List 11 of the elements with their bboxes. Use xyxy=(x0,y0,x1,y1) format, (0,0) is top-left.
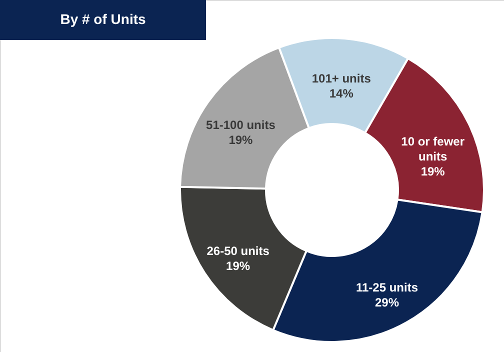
chart-title: By # of Units xyxy=(60,11,146,27)
data-label: 29% xyxy=(374,296,400,310)
slice-label: 26-50 units xyxy=(206,244,270,258)
data-label: 19% xyxy=(420,164,446,178)
slice-label: 51-100 units xyxy=(206,118,276,132)
slice-label: 11-25 units xyxy=(356,280,418,295)
data-label: 14% xyxy=(329,86,354,100)
slice-label: 101+ units xyxy=(312,71,372,86)
data-label: 19% xyxy=(226,259,250,273)
data-label: 19% xyxy=(228,133,254,148)
slice-label: 10 or fewer units xyxy=(401,134,465,164)
